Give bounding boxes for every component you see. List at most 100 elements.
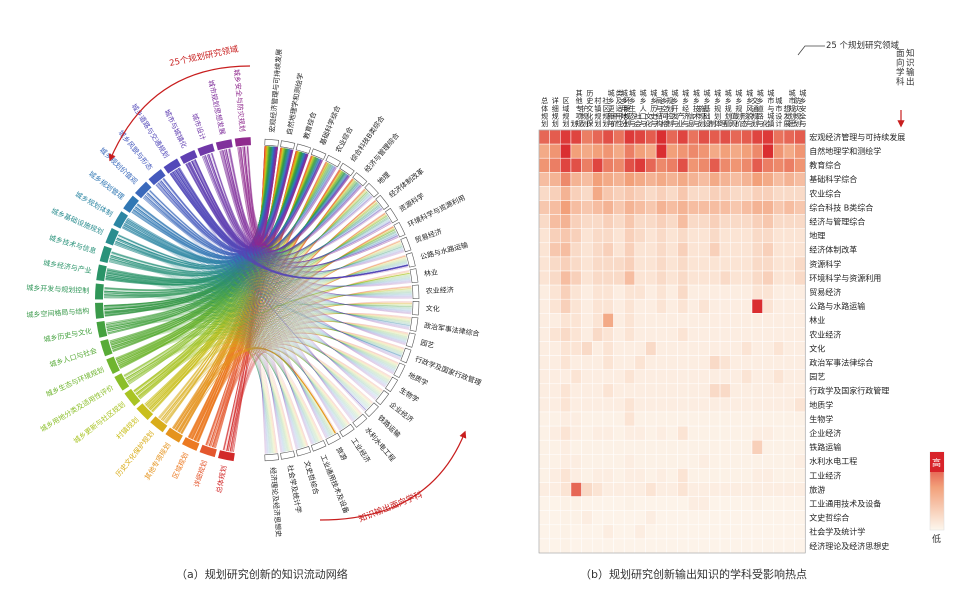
chord-ribbon <box>104 290 272 454</box>
discipline-label: 公路与水路运输 <box>419 240 469 261</box>
heatmap-column-label: 城乡用地分类及适用性评价 <box>610 89 627 128</box>
heatmap-cell <box>623 524 636 540</box>
chord-ribbon <box>191 160 267 454</box>
chord-ribbon <box>104 294 380 396</box>
heatmap-cell <box>709 270 721 286</box>
chord-ribbon <box>123 224 301 449</box>
heatmap-cell <box>666 172 678 187</box>
chord-ribbon <box>228 270 410 452</box>
heatmap-row-label: 行政学及国家行政管理 <box>809 386 889 396</box>
caption-a: （a）规划研究创新的知识流动网络 <box>176 568 348 581</box>
heatmap-cell <box>687 425 699 441</box>
discipline-label: 工业经济 <box>349 436 372 464</box>
heatmap-cell <box>730 228 742 244</box>
heatmap-cell <box>677 411 689 427</box>
field-arc <box>136 403 154 420</box>
heatmap-cell <box>538 383 550 399</box>
heatmap-cell <box>741 355 753 370</box>
chord-ribbon <box>138 272 410 399</box>
chord-ribbon <box>191 160 391 264</box>
chord-ribbon <box>230 161 326 452</box>
chord-ribbon <box>105 276 412 309</box>
heatmap-row-label: 水利水电工程 <box>809 456 857 466</box>
chord-ribbon <box>192 160 399 268</box>
chord-ribbon <box>118 203 378 366</box>
heatmap-cell <box>602 454 614 469</box>
heatmap-cell <box>730 524 742 540</box>
heatmap-cell <box>666 454 678 469</box>
chord-ribbon <box>226 199 376 451</box>
heatmap-cell <box>677 200 689 215</box>
heatmap-cell <box>741 454 753 469</box>
heatmap-cell <box>794 298 806 314</box>
heatmap-cell <box>655 313 668 328</box>
chord-ribbon <box>212 226 394 448</box>
heatmap-column-label: 城乡规划管理 <box>720 90 732 128</box>
discipline-label: 教育综合 <box>301 111 318 140</box>
heatmap-cell <box>623 369 636 385</box>
heatmap-cell <box>634 411 646 427</box>
heatmap-cell <box>634 256 646 272</box>
discipline-label: 生物学 <box>398 385 421 404</box>
chord-ribbon <box>126 156 315 381</box>
heatmap-cell <box>655 355 668 370</box>
heatmap-cell <box>602 298 614 314</box>
heatmap-cell <box>538 482 550 497</box>
chord-ribbon <box>134 162 329 393</box>
chord-ribbon <box>126 191 368 381</box>
heatmap-cell <box>592 172 604 187</box>
chord-ribbon <box>104 308 403 354</box>
chord-ribbon <box>146 193 410 327</box>
heatmap-cell <box>602 200 614 215</box>
chord-ribbon <box>116 237 270 454</box>
chord-ribbon <box>104 306 389 382</box>
heatmap-cell <box>655 284 668 300</box>
heatmap-cell <box>560 411 572 427</box>
chord-ribbon <box>126 332 371 406</box>
chord-ribbon <box>106 315 397 368</box>
heatmap-cell <box>623 341 636 356</box>
heatmap-cell <box>602 482 614 497</box>
heatmap-cell <box>687 256 699 272</box>
heatmap-cell <box>741 129 753 145</box>
heatmap-cell <box>698 411 710 427</box>
heatmap-cell <box>783 284 795 300</box>
heatmap-cell <box>581 157 593 173</box>
heatmap-cell <box>677 129 689 145</box>
chord-ribbon <box>126 336 334 435</box>
heatmap-cell <box>762 313 774 328</box>
heatmap-cell <box>666 186 678 201</box>
heatmap-cell <box>709 172 721 187</box>
chord-ribbon <box>205 155 298 449</box>
chord-ribbon <box>106 274 369 408</box>
discipline-arc <box>280 450 296 460</box>
chord-ribbon <box>115 241 412 310</box>
chord-ribbon <box>116 156 316 361</box>
chord-ribbon <box>111 304 412 349</box>
heatmap-cell <box>794 468 806 483</box>
heatmap-cell <box>741 284 753 300</box>
chord-ribbon <box>117 332 334 435</box>
heatmap-row-label: 公路与水路运输 <box>809 301 865 311</box>
heatmap-cell <box>613 439 625 455</box>
chord-ribbon <box>190 226 394 439</box>
chord-ribbon <box>175 169 268 454</box>
heatmap-cell <box>677 383 689 399</box>
heatmap-cell <box>709 369 721 385</box>
heatmap-cell <box>645 129 657 145</box>
heatmap-cell <box>581 510 593 526</box>
chord-ribbon <box>151 179 355 412</box>
chord-arcs <box>95 137 420 462</box>
chord-ribbon <box>222 150 392 263</box>
chord-ribbon <box>104 164 332 314</box>
heatmap-cell <box>773 425 785 441</box>
heatmap-cell <box>709 186 721 201</box>
chord-ribbon <box>104 172 345 296</box>
discipline-label: 企业经济 <box>388 400 416 424</box>
chord-ribbon <box>175 179 354 431</box>
heatmap-cell <box>602 186 614 201</box>
chord-ribbon <box>191 160 404 273</box>
chord-ribbon <box>126 158 320 263</box>
heatmap-cell <box>645 200 657 215</box>
heatmap-cell <box>613 454 625 469</box>
